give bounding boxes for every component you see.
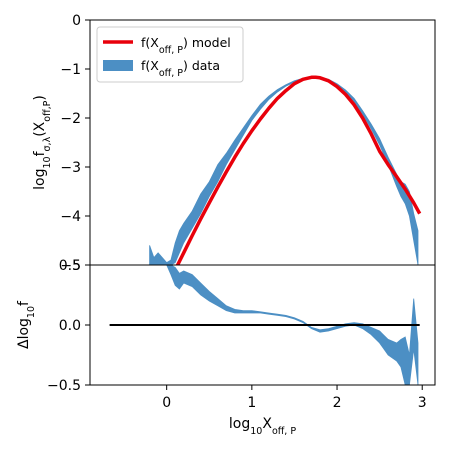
xlabel-part: log bbox=[229, 416, 250, 432]
ylabel-sub: off,P bbox=[42, 100, 53, 121]
ytick-label: 0.5 bbox=[59, 258, 81, 274]
xtick-label: 0 bbox=[162, 395, 171, 411]
ylabel-sub: σ,λ bbox=[42, 136, 53, 151]
ytick-label: 0.0 bbox=[59, 318, 81, 334]
data-band bbox=[149, 76, 419, 265]
ylabel-part: ) bbox=[32, 95, 48, 100]
model-line bbox=[175, 75, 422, 265]
rlabel-part: Δlog bbox=[16, 318, 32, 349]
xlabel: log10Xoff, P bbox=[229, 416, 296, 437]
ylabel-part: f bbox=[32, 150, 48, 156]
xtick-label: 3 bbox=[418, 395, 427, 411]
legend-model-label: f(Xoff, P) model bbox=[141, 35, 231, 56]
residual-ylabel: Δlog10f bbox=[16, 300, 37, 349]
ytick-label: −0.5 bbox=[47, 378, 81, 394]
residual-band bbox=[166, 265, 419, 385]
xlabel-sub: 10 bbox=[250, 426, 262, 437]
rlabel-part: f bbox=[16, 300, 32, 306]
legend-sub: off, P bbox=[159, 68, 183, 79]
residual-panel: 0.5 0.0 −0.5 0 1 2 3 bbox=[47, 258, 436, 411]
ytick-label: −1 bbox=[60, 62, 81, 78]
legend-part: ) model bbox=[183, 35, 231, 50]
xtick-label: 1 bbox=[247, 395, 256, 411]
xtick-label: 2 bbox=[333, 395, 342, 411]
legend-data-swatch bbox=[103, 60, 133, 71]
ytick-label: −4 bbox=[60, 209, 81, 225]
ylabel-sub: 10 bbox=[42, 156, 53, 168]
legend-box bbox=[96, 26, 244, 83]
xlabel-sub: off, P bbox=[272, 426, 296, 437]
legend-data-label: f(Xoff, P) data bbox=[141, 58, 220, 79]
rlabel-sub: 10 bbox=[26, 306, 37, 318]
legend-part: ) data bbox=[183, 58, 220, 73]
ytick-label: −5 bbox=[60, 258, 81, 274]
legend-sub: off, P bbox=[159, 45, 183, 56]
ytick-label: −2 bbox=[60, 111, 81, 127]
xlabel-part: X bbox=[262, 416, 272, 432]
main-ylabel: log10fσ,λ(Xoff,P) bbox=[32, 95, 53, 190]
ytick-label: −3 bbox=[60, 160, 81, 176]
ytick-label: 0 bbox=[72, 13, 81, 29]
legend-part: f(X bbox=[141, 35, 159, 50]
legend-part: f(X bbox=[141, 58, 159, 73]
ylabel-part: (X bbox=[32, 121, 48, 136]
ylabel-part: log bbox=[32, 169, 48, 190]
main-panel: 0 −1 −2 −3 −4 −5 bbox=[60, 13, 436, 274]
